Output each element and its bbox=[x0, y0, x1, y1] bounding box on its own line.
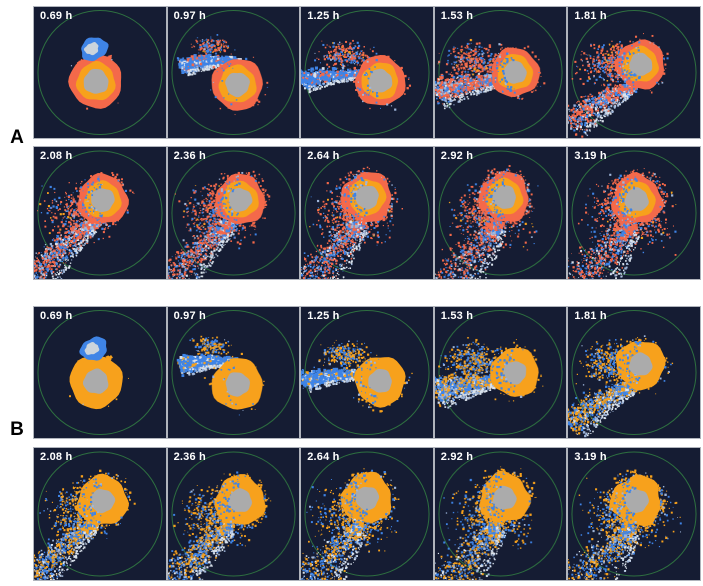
timestamp-label: 2.64 h bbox=[307, 451, 340, 463]
timestamp-label: 1.81 h bbox=[574, 10, 607, 22]
timestamp-label: 2.08 h bbox=[40, 451, 73, 463]
snapshot-a-3: 1.25 h bbox=[300, 6, 434, 139]
snapshot-b-7: 2.36 h bbox=[166, 447, 301, 581]
timestamp-label: 2.92 h bbox=[440, 150, 474, 162]
timestamp-label: 3.19 h bbox=[574, 451, 607, 463]
panel-b-row-2: 2.08 h 2.36 h 2.64 h 2.92 h 3.19 h bbox=[33, 447, 701, 581]
particle-simulation-canvas bbox=[568, 307, 700, 438]
snapshot-a-5: 1.81 h bbox=[567, 6, 701, 139]
timestamp-label: 1.25 h bbox=[307, 10, 340, 22]
particle-simulation-canvas bbox=[434, 7, 567, 138]
snapshot-a-6: 2.08 h bbox=[33, 146, 167, 280]
panel-label-b: B bbox=[10, 419, 24, 440]
snapshot-b-10: 3.19 h bbox=[567, 447, 701, 581]
timestamp-label: 2.36 h bbox=[173, 451, 206, 463]
timestamp-label: 0.97 h bbox=[173, 310, 206, 322]
particle-simulation-canvas bbox=[34, 147, 166, 279]
snapshot-b-4: 1.53 h bbox=[433, 306, 568, 439]
particle-simulation-canvas bbox=[167, 147, 300, 279]
snapshot-a-8: 2.64 h bbox=[300, 146, 434, 280]
snapshot-a-1: 0.69 h bbox=[33, 6, 167, 139]
snapshot-a-4: 1.53 h bbox=[433, 6, 568, 139]
snapshot-b-2: 0.97 h bbox=[166, 306, 301, 439]
particle-simulation-canvas bbox=[434, 307, 567, 438]
timestamp-label: 0.97 h bbox=[173, 10, 206, 22]
particle-simulation-canvas bbox=[34, 448, 166, 580]
panel-label-a: A bbox=[10, 127, 24, 148]
snapshot-a-7: 2.36 h bbox=[166, 146, 301, 280]
timestamp-label: 2.92 h bbox=[440, 451, 474, 463]
particle-simulation-canvas bbox=[167, 307, 300, 438]
snapshot-a-9: 2.92 h bbox=[433, 146, 568, 280]
timestamp-label: 1.81 h bbox=[574, 310, 607, 322]
panel-a-row-1: 0.69 h 0.97 h 1.25 h 1.53 h 1.81 h bbox=[33, 6, 701, 139]
particle-simulation-canvas bbox=[301, 448, 433, 580]
particle-simulation-canvas bbox=[568, 448, 700, 580]
timestamp-label: 1.53 h bbox=[440, 310, 474, 322]
particle-simulation-canvas bbox=[434, 147, 567, 279]
snapshot-a-10: 3.19 h bbox=[567, 146, 701, 280]
timestamp-label: 2.08 h bbox=[40, 150, 73, 162]
snapshot-b-3: 1.25 h bbox=[300, 306, 434, 439]
snapshot-b-8: 2.64 h bbox=[300, 447, 434, 581]
particle-simulation-canvas bbox=[34, 307, 166, 438]
particle-simulation-canvas bbox=[301, 147, 433, 279]
snapshot-a-2: 0.97 h bbox=[166, 6, 301, 139]
timestamp-label: 2.64 h bbox=[307, 150, 340, 162]
particle-simulation-canvas bbox=[568, 147, 700, 279]
snapshot-b-6: 2.08 h bbox=[33, 447, 167, 581]
snapshot-b-9: 2.92 h bbox=[433, 447, 568, 581]
particle-simulation-canvas bbox=[167, 7, 300, 138]
snapshot-b-1: 0.69 h bbox=[33, 306, 167, 439]
timestamp-label: 0.69 h bbox=[40, 310, 73, 322]
particle-simulation-canvas bbox=[34, 7, 166, 138]
timestamp-label: 1.25 h bbox=[307, 310, 340, 322]
timestamp-label: 1.53 h bbox=[440, 10, 474, 22]
panel-a-row-2: 2.08 h 2.36 h 2.64 h 2.92 h 3.19 h bbox=[33, 146, 701, 280]
particle-simulation-canvas bbox=[167, 448, 300, 580]
timestamp-label: 2.36 h bbox=[173, 150, 206, 162]
panel-b-row-1: 0.69 h 0.97 h 1.25 h 1.53 h 1.81 h bbox=[33, 306, 701, 439]
timestamp-label: 3.19 h bbox=[574, 150, 607, 162]
particle-simulation-canvas bbox=[301, 307, 433, 438]
particle-simulation-canvas bbox=[301, 7, 433, 138]
timestamp-label: 0.69 h bbox=[40, 10, 73, 22]
snapshot-b-5: 1.81 h bbox=[567, 306, 701, 439]
particle-simulation-canvas bbox=[568, 7, 700, 138]
particle-simulation-canvas bbox=[434, 448, 567, 580]
